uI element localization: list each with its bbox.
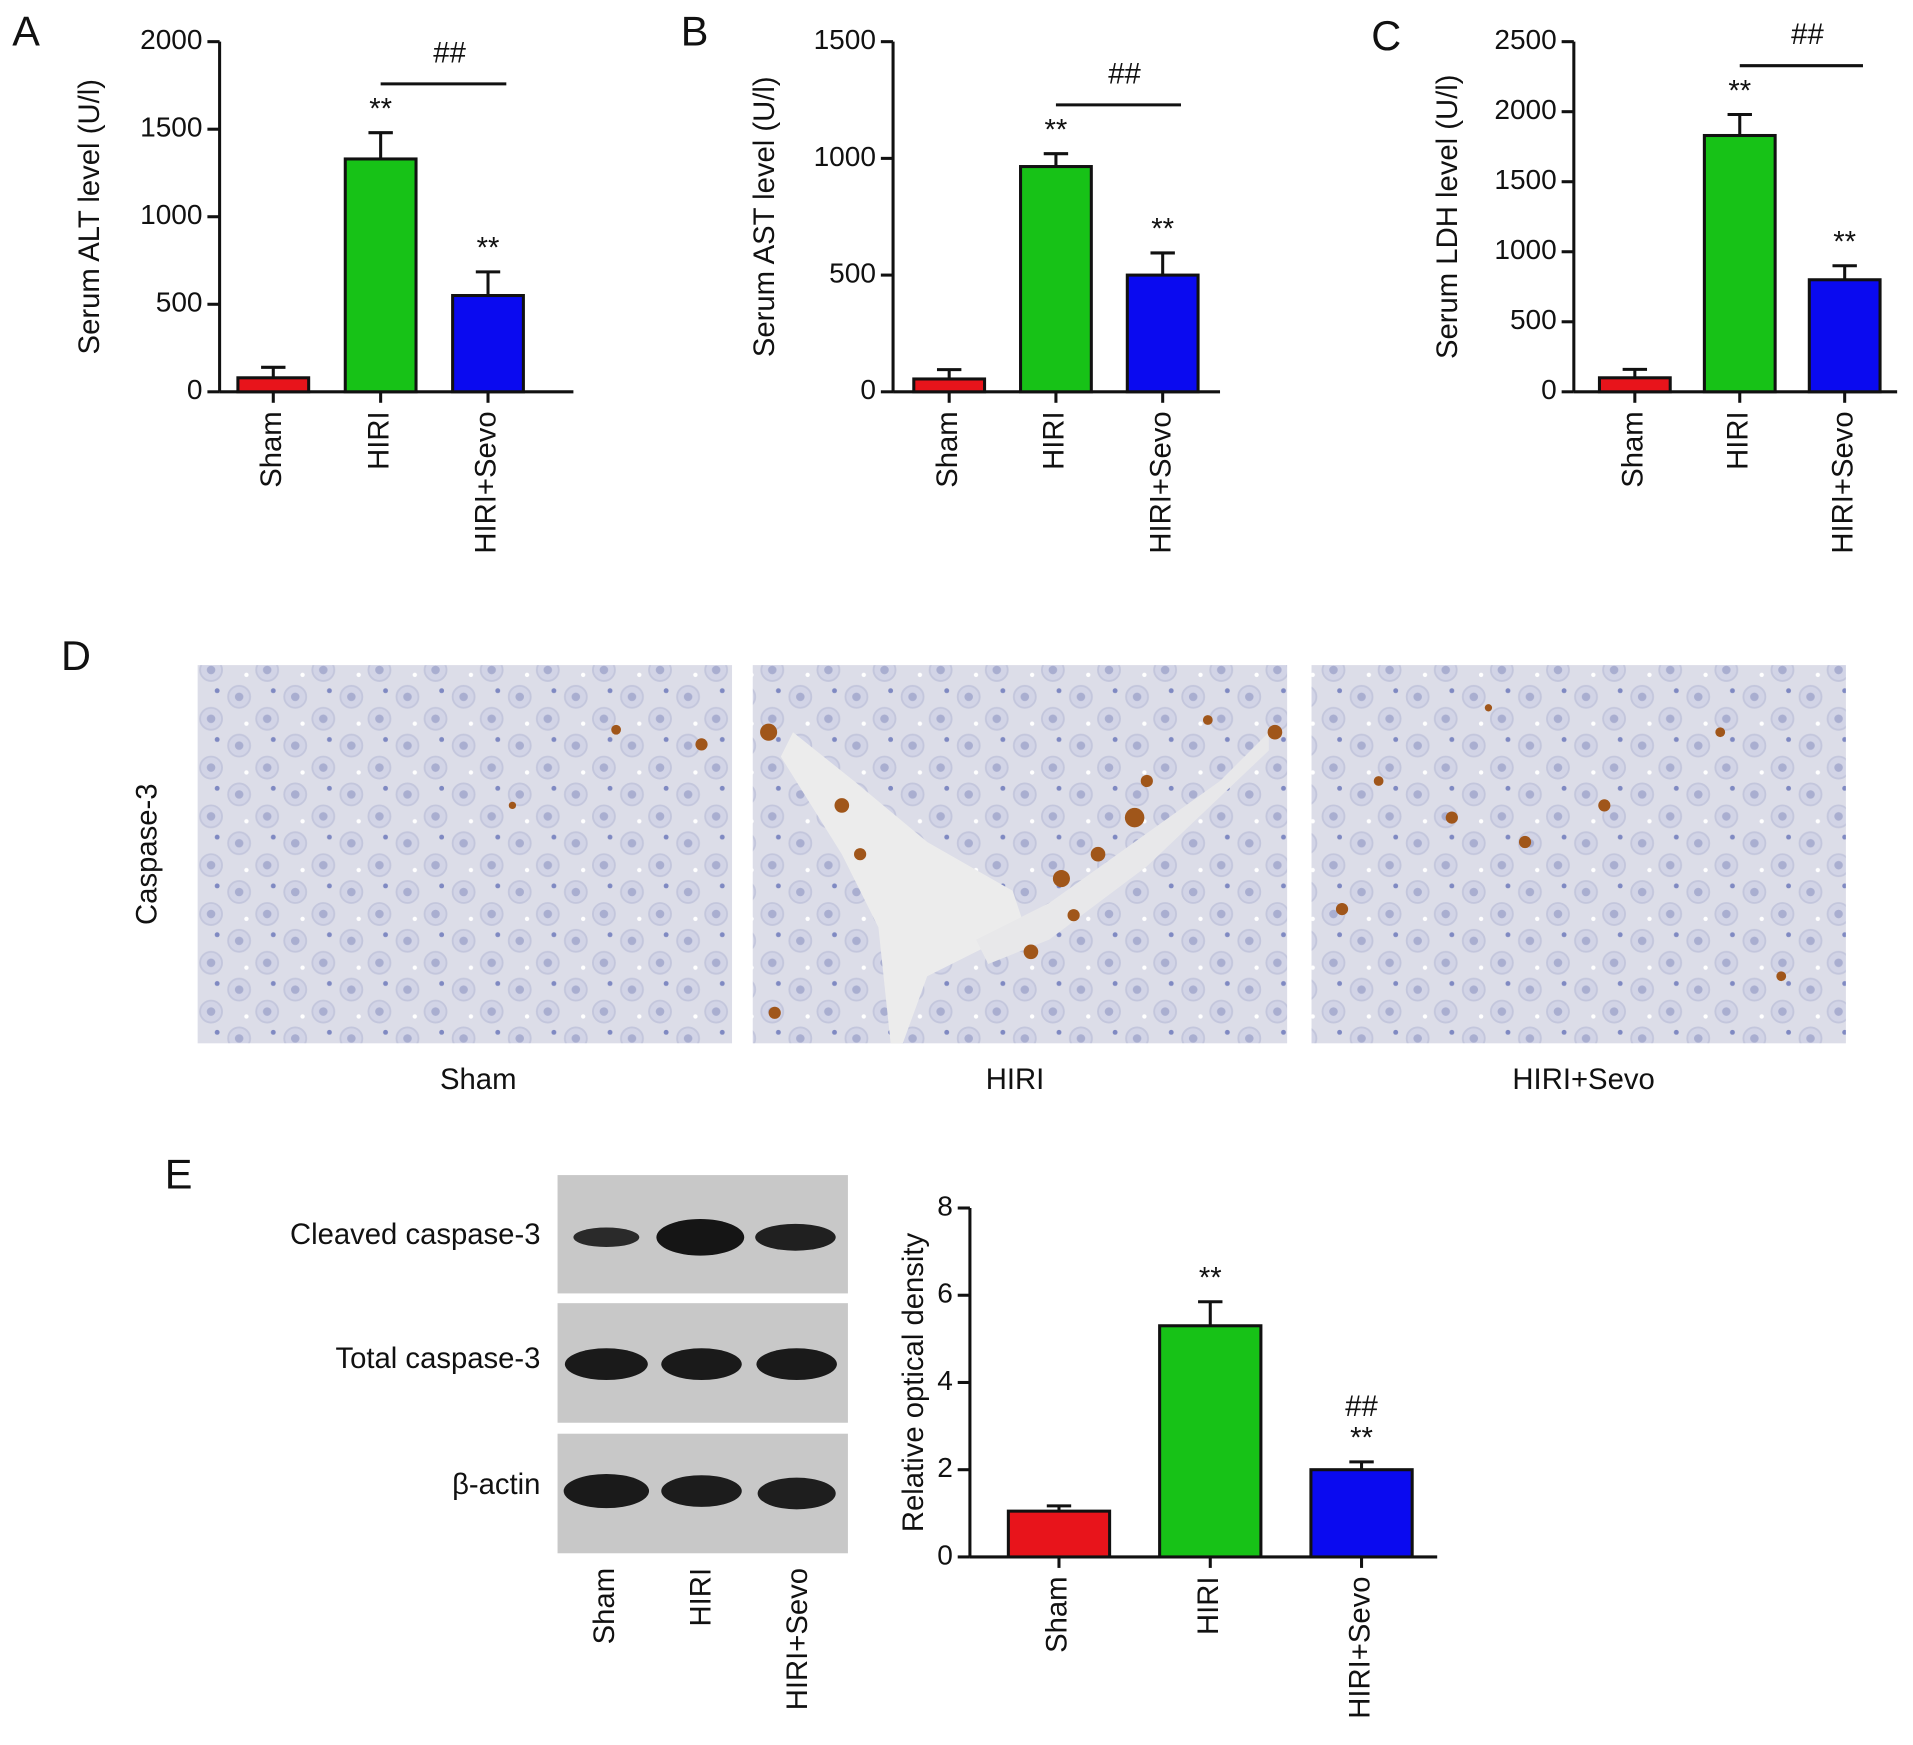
x-tick-label: HIRI+Sevo [1826, 411, 1859, 553]
group-label: Sham [440, 1063, 516, 1096]
x-tick-label: HIRI+Sevo [1144, 411, 1177, 553]
micrographs [197, 665, 1846, 1044]
stain [1335, 704, 1787, 982]
bar [1807, 278, 1882, 394]
band [564, 1348, 648, 1381]
y-tick-label: 500 [829, 258, 876, 289]
x-tick-label: HIRI+Sevo [1343, 1576, 1376, 1718]
y-tick-label: 500 [1510, 304, 1557, 335]
x-tick-label: Sham [931, 411, 964, 487]
y-tick-label: 2 [937, 1452, 953, 1483]
x-tick-label: HIRI [1038, 411, 1071, 470]
significance: ** [1045, 113, 1068, 146]
bar [1125, 273, 1200, 394]
bracket-label: ## [1791, 18, 1824, 51]
significance: ** [1199, 1262, 1222, 1295]
x-tick-label: Sham [255, 411, 288, 487]
band [756, 1348, 837, 1381]
x-tick-label: HIRI+Sevo [470, 411, 503, 553]
y-axis-label: Serum LDH level (U/l) [1431, 74, 1464, 359]
lane-label: HIRI+Sevo [781, 1568, 814, 1710]
y-axis-label: Serum ALT level (U/l) [73, 79, 106, 354]
y-axis-label: Relative optical density [897, 1232, 930, 1532]
lane-label: HIRI [684, 1568, 717, 1627]
significance: ** [477, 232, 500, 265]
lane-label: Sham [588, 1568, 621, 1644]
blot-row-label: β-actin [452, 1468, 540, 1501]
bracket-label: ## [1108, 57, 1141, 90]
blot [557, 1175, 848, 1554]
panel-letter: C [1371, 12, 1401, 59]
bar [451, 293, 525, 394]
x-tick-label: Sham [1041, 1576, 1074, 1652]
bar [343, 157, 418, 394]
band [573, 1227, 640, 1248]
bar [912, 377, 987, 394]
y-tick-label: 0 [860, 374, 876, 405]
x-tick-label: Sham [1617, 411, 1650, 487]
bar [1597, 376, 1672, 394]
stain [508, 724, 708, 810]
significance: ** [1833, 226, 1856, 259]
y-tick-label: 8 [937, 1190, 953, 1221]
x-tick-label: HIRI [1192, 1576, 1225, 1635]
bar [1702, 133, 1777, 394]
band [757, 1477, 836, 1510]
y-tick-label: 0 [1541, 374, 1557, 405]
vessel [976, 732, 1269, 965]
blot-row-label: Total caspase-3 [335, 1342, 540, 1375]
group-label: HIRI+Sevo [1512, 1063, 1654, 1096]
panel-letter: D [61, 632, 91, 679]
y-tick-label: 1000 [1494, 234, 1556, 265]
significance: ** [369, 92, 392, 125]
bar [236, 376, 311, 394]
bar [1158, 1324, 1263, 1559]
y-tick-label: 6 [937, 1278, 953, 1309]
significance: ** [1350, 1422, 1373, 1455]
band [755, 1223, 836, 1251]
bracket-label: ## [433, 36, 466, 69]
band [661, 1475, 742, 1507]
y-tick-label: 2000 [1494, 94, 1556, 125]
bar [1006, 1509, 1112, 1559]
panel-letter: E [165, 1150, 193, 1197]
bar [1309, 1468, 1414, 1559]
y-tick-label: 0 [187, 374, 203, 405]
y-tick-label: 2500 [1494, 24, 1556, 55]
blot-row-label: Cleaved caspase-3 [290, 1218, 541, 1251]
x-tick-label: HIRI [1721, 411, 1754, 470]
y-tick-label: 1500 [814, 24, 876, 55]
band [656, 1218, 745, 1256]
band [563, 1473, 650, 1509]
stain [760, 715, 1283, 1019]
bar [1019, 165, 1093, 394]
y-tick-label: 1000 [140, 199, 202, 230]
y-axis-label: Serum AST level (U/l) [748, 76, 781, 357]
panel-letter: B [681, 7, 709, 54]
significance: ** [1151, 213, 1174, 246]
y-tick-label: 4 [937, 1365, 953, 1396]
y-tick-label: 1500 [1494, 164, 1556, 195]
significance: ## [1345, 1390, 1378, 1423]
significance: ** [1728, 74, 1751, 107]
micrograph [1311, 665, 1846, 1044]
panel-letter: A [12, 7, 40, 54]
y-tick-label: 1000 [814, 141, 876, 172]
band [661, 1348, 742, 1381]
row-label: Caspase-3 [131, 783, 164, 925]
y-tick-label: 0 [937, 1539, 953, 1570]
group-label: HIRI [986, 1063, 1045, 1096]
x-tick-label: HIRI [362, 411, 395, 470]
y-tick-label: 1500 [140, 112, 202, 143]
micrograph [197, 665, 733, 1044]
y-tick-label: 500 [156, 287, 203, 318]
y-tick-label: 2000 [140, 24, 202, 55]
